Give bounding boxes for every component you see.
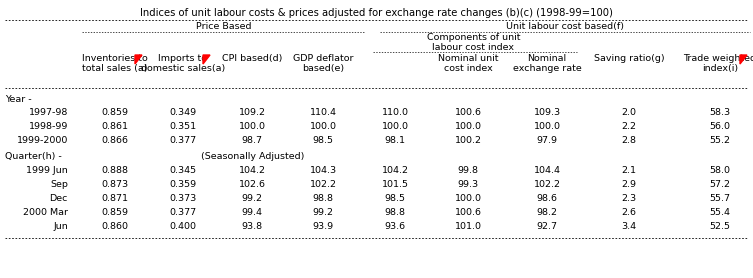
Text: Jun: Jun — [53, 222, 68, 231]
Text: 2.0: 2.0 — [621, 108, 636, 117]
Text: 0.377: 0.377 — [169, 136, 197, 145]
Text: 2.8: 2.8 — [621, 136, 636, 145]
Polygon shape — [740, 55, 747, 64]
Text: 2.1: 2.1 — [621, 166, 636, 175]
Text: 0.373: 0.373 — [169, 194, 197, 203]
Text: 3.4: 3.4 — [621, 222, 636, 231]
Text: 0.351: 0.351 — [169, 122, 197, 131]
Text: 98.8: 98.8 — [312, 194, 334, 203]
Text: 102.2: 102.2 — [309, 180, 337, 189]
Text: 99.3: 99.3 — [457, 180, 479, 189]
Text: Sep: Sep — [50, 180, 68, 189]
Text: 98.5: 98.5 — [312, 136, 334, 145]
Text: 0.866: 0.866 — [102, 136, 129, 145]
Text: 110.0: 110.0 — [382, 108, 408, 117]
Text: 1999-2000: 1999-2000 — [17, 136, 68, 145]
Text: 104.2: 104.2 — [239, 166, 266, 175]
Text: 101.0: 101.0 — [455, 222, 481, 231]
Text: 55.2: 55.2 — [709, 136, 730, 145]
Text: 0.400: 0.400 — [169, 222, 197, 231]
Text: 0.859: 0.859 — [102, 108, 129, 117]
Text: 0.861: 0.861 — [102, 122, 129, 131]
Text: 99.2: 99.2 — [242, 194, 263, 203]
Text: 102.2: 102.2 — [533, 180, 560, 189]
Text: 99.2: 99.2 — [312, 208, 334, 217]
Text: 104.2: 104.2 — [382, 166, 408, 175]
Text: 2.2: 2.2 — [621, 122, 636, 131]
Text: 58.3: 58.3 — [709, 108, 730, 117]
Text: 99.4: 99.4 — [242, 208, 263, 217]
Text: 98.5: 98.5 — [385, 194, 406, 203]
Text: Price Based: Price Based — [196, 22, 252, 31]
Text: 57.2: 57.2 — [709, 180, 730, 189]
Text: 92.7: 92.7 — [536, 222, 557, 231]
Text: 0.377: 0.377 — [169, 208, 197, 217]
Text: 0.349: 0.349 — [169, 108, 197, 117]
Text: 2.9: 2.9 — [621, 180, 636, 189]
Text: Imports to
domestic sales(a): Imports to domestic sales(a) — [141, 54, 225, 73]
Text: 58.0: 58.0 — [709, 166, 730, 175]
Text: 0.359: 0.359 — [169, 180, 197, 189]
Text: Trade weighted
index(i): Trade weighted index(i) — [684, 54, 753, 73]
Polygon shape — [203, 55, 210, 64]
Text: 0.345: 0.345 — [169, 166, 197, 175]
Text: Nominal unit
cost index: Nominal unit cost index — [437, 54, 498, 73]
Text: 0.888: 0.888 — [102, 166, 129, 175]
Text: Unit labour cost based(f): Unit labour cost based(f) — [506, 22, 624, 31]
Text: 0.873: 0.873 — [102, 180, 129, 189]
Polygon shape — [135, 55, 142, 64]
Text: 100.6: 100.6 — [455, 208, 481, 217]
Text: 1997-98: 1997-98 — [29, 108, 68, 117]
Text: 98.6: 98.6 — [536, 194, 557, 203]
Text: 98.7: 98.7 — [242, 136, 263, 145]
Text: 104.3: 104.3 — [309, 166, 337, 175]
Text: 1998-99: 1998-99 — [29, 122, 68, 131]
Text: 2.3: 2.3 — [621, 194, 636, 203]
Text: 104.4: 104.4 — [533, 166, 560, 175]
Text: 100.0: 100.0 — [455, 122, 481, 131]
Text: Components of unit
labour cost index: Components of unit labour cost index — [427, 33, 520, 52]
Text: Inventories to
total sales (a): Inventories to total sales (a) — [82, 54, 148, 73]
Text: 2.6: 2.6 — [621, 208, 636, 217]
Text: 98.8: 98.8 — [385, 208, 406, 217]
Text: 93.9: 93.9 — [312, 222, 334, 231]
Text: (Seasonally Adjusted): (Seasonally Adjusted) — [201, 152, 305, 161]
Text: Dec: Dec — [50, 194, 68, 203]
Text: 98.2: 98.2 — [536, 208, 557, 217]
Text: 101.5: 101.5 — [382, 180, 408, 189]
Text: 93.6: 93.6 — [385, 222, 406, 231]
Text: 110.4: 110.4 — [309, 108, 337, 117]
Text: Nominal
exchange rate: Nominal exchange rate — [513, 54, 581, 73]
Text: Year -: Year - — [5, 95, 32, 104]
Text: 102.6: 102.6 — [239, 180, 266, 189]
Text: 55.4: 55.4 — [709, 208, 730, 217]
Text: 100.0: 100.0 — [455, 194, 481, 203]
Text: 1999 Jun: 1999 Jun — [26, 166, 68, 175]
Text: 0.859: 0.859 — [102, 208, 129, 217]
Text: Quarter(h) -: Quarter(h) - — [5, 152, 62, 161]
Text: 100.0: 100.0 — [382, 122, 408, 131]
Text: 100.0: 100.0 — [239, 122, 266, 131]
Text: 52.5: 52.5 — [709, 222, 730, 231]
Text: 99.8: 99.8 — [458, 166, 478, 175]
Text: 0.871: 0.871 — [102, 194, 129, 203]
Text: 100.6: 100.6 — [455, 108, 481, 117]
Text: 93.8: 93.8 — [242, 222, 263, 231]
Text: CPI based(d): CPI based(d) — [222, 54, 282, 63]
Text: Indices of unit labour costs & prices adjusted for exchange rate changes (b)(c) : Indices of unit labour costs & prices ad… — [139, 8, 612, 18]
Text: 109.2: 109.2 — [239, 108, 266, 117]
Text: 56.0: 56.0 — [709, 122, 730, 131]
Text: 97.9: 97.9 — [536, 136, 557, 145]
Text: 109.3: 109.3 — [533, 108, 560, 117]
Text: 100.0: 100.0 — [533, 122, 560, 131]
Text: GDP deflator
based(e): GDP deflator based(e) — [293, 54, 353, 73]
Text: 100.0: 100.0 — [309, 122, 337, 131]
Text: 2000 Mar: 2000 Mar — [23, 208, 68, 217]
Text: Saving ratio(g): Saving ratio(g) — [593, 54, 664, 63]
Text: 0.860: 0.860 — [102, 222, 129, 231]
Text: 98.1: 98.1 — [385, 136, 406, 145]
Text: 100.2: 100.2 — [455, 136, 481, 145]
Text: 55.7: 55.7 — [709, 194, 730, 203]
